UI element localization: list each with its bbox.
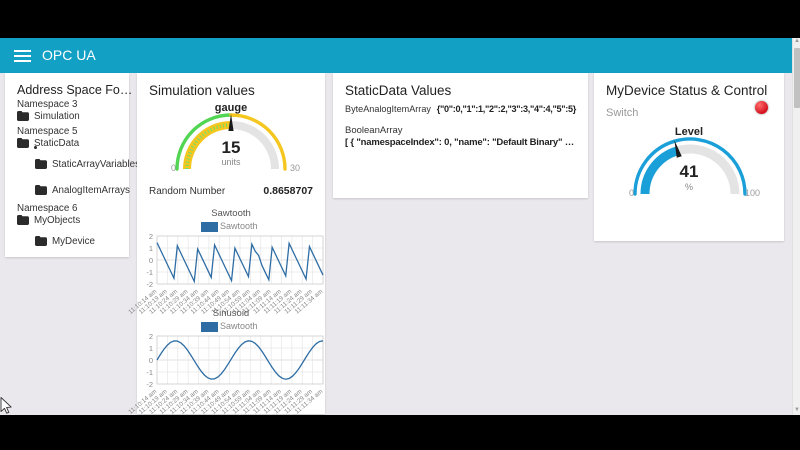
svg-text:-2: -2 — [146, 280, 153, 289]
svg-text:0: 0 — [149, 256, 153, 265]
svg-text:-2: -2 — [146, 380, 153, 389]
svg-text:-1: -1 — [146, 268, 153, 277]
svg-text:-1: -1 — [146, 368, 153, 377]
svg-text:1: 1 — [149, 344, 153, 353]
svg-text:0: 0 — [149, 356, 153, 365]
svg-text:2: 2 — [149, 232, 153, 241]
svg-text:2: 2 — [149, 332, 153, 341]
svg-text:1: 1 — [149, 244, 153, 253]
